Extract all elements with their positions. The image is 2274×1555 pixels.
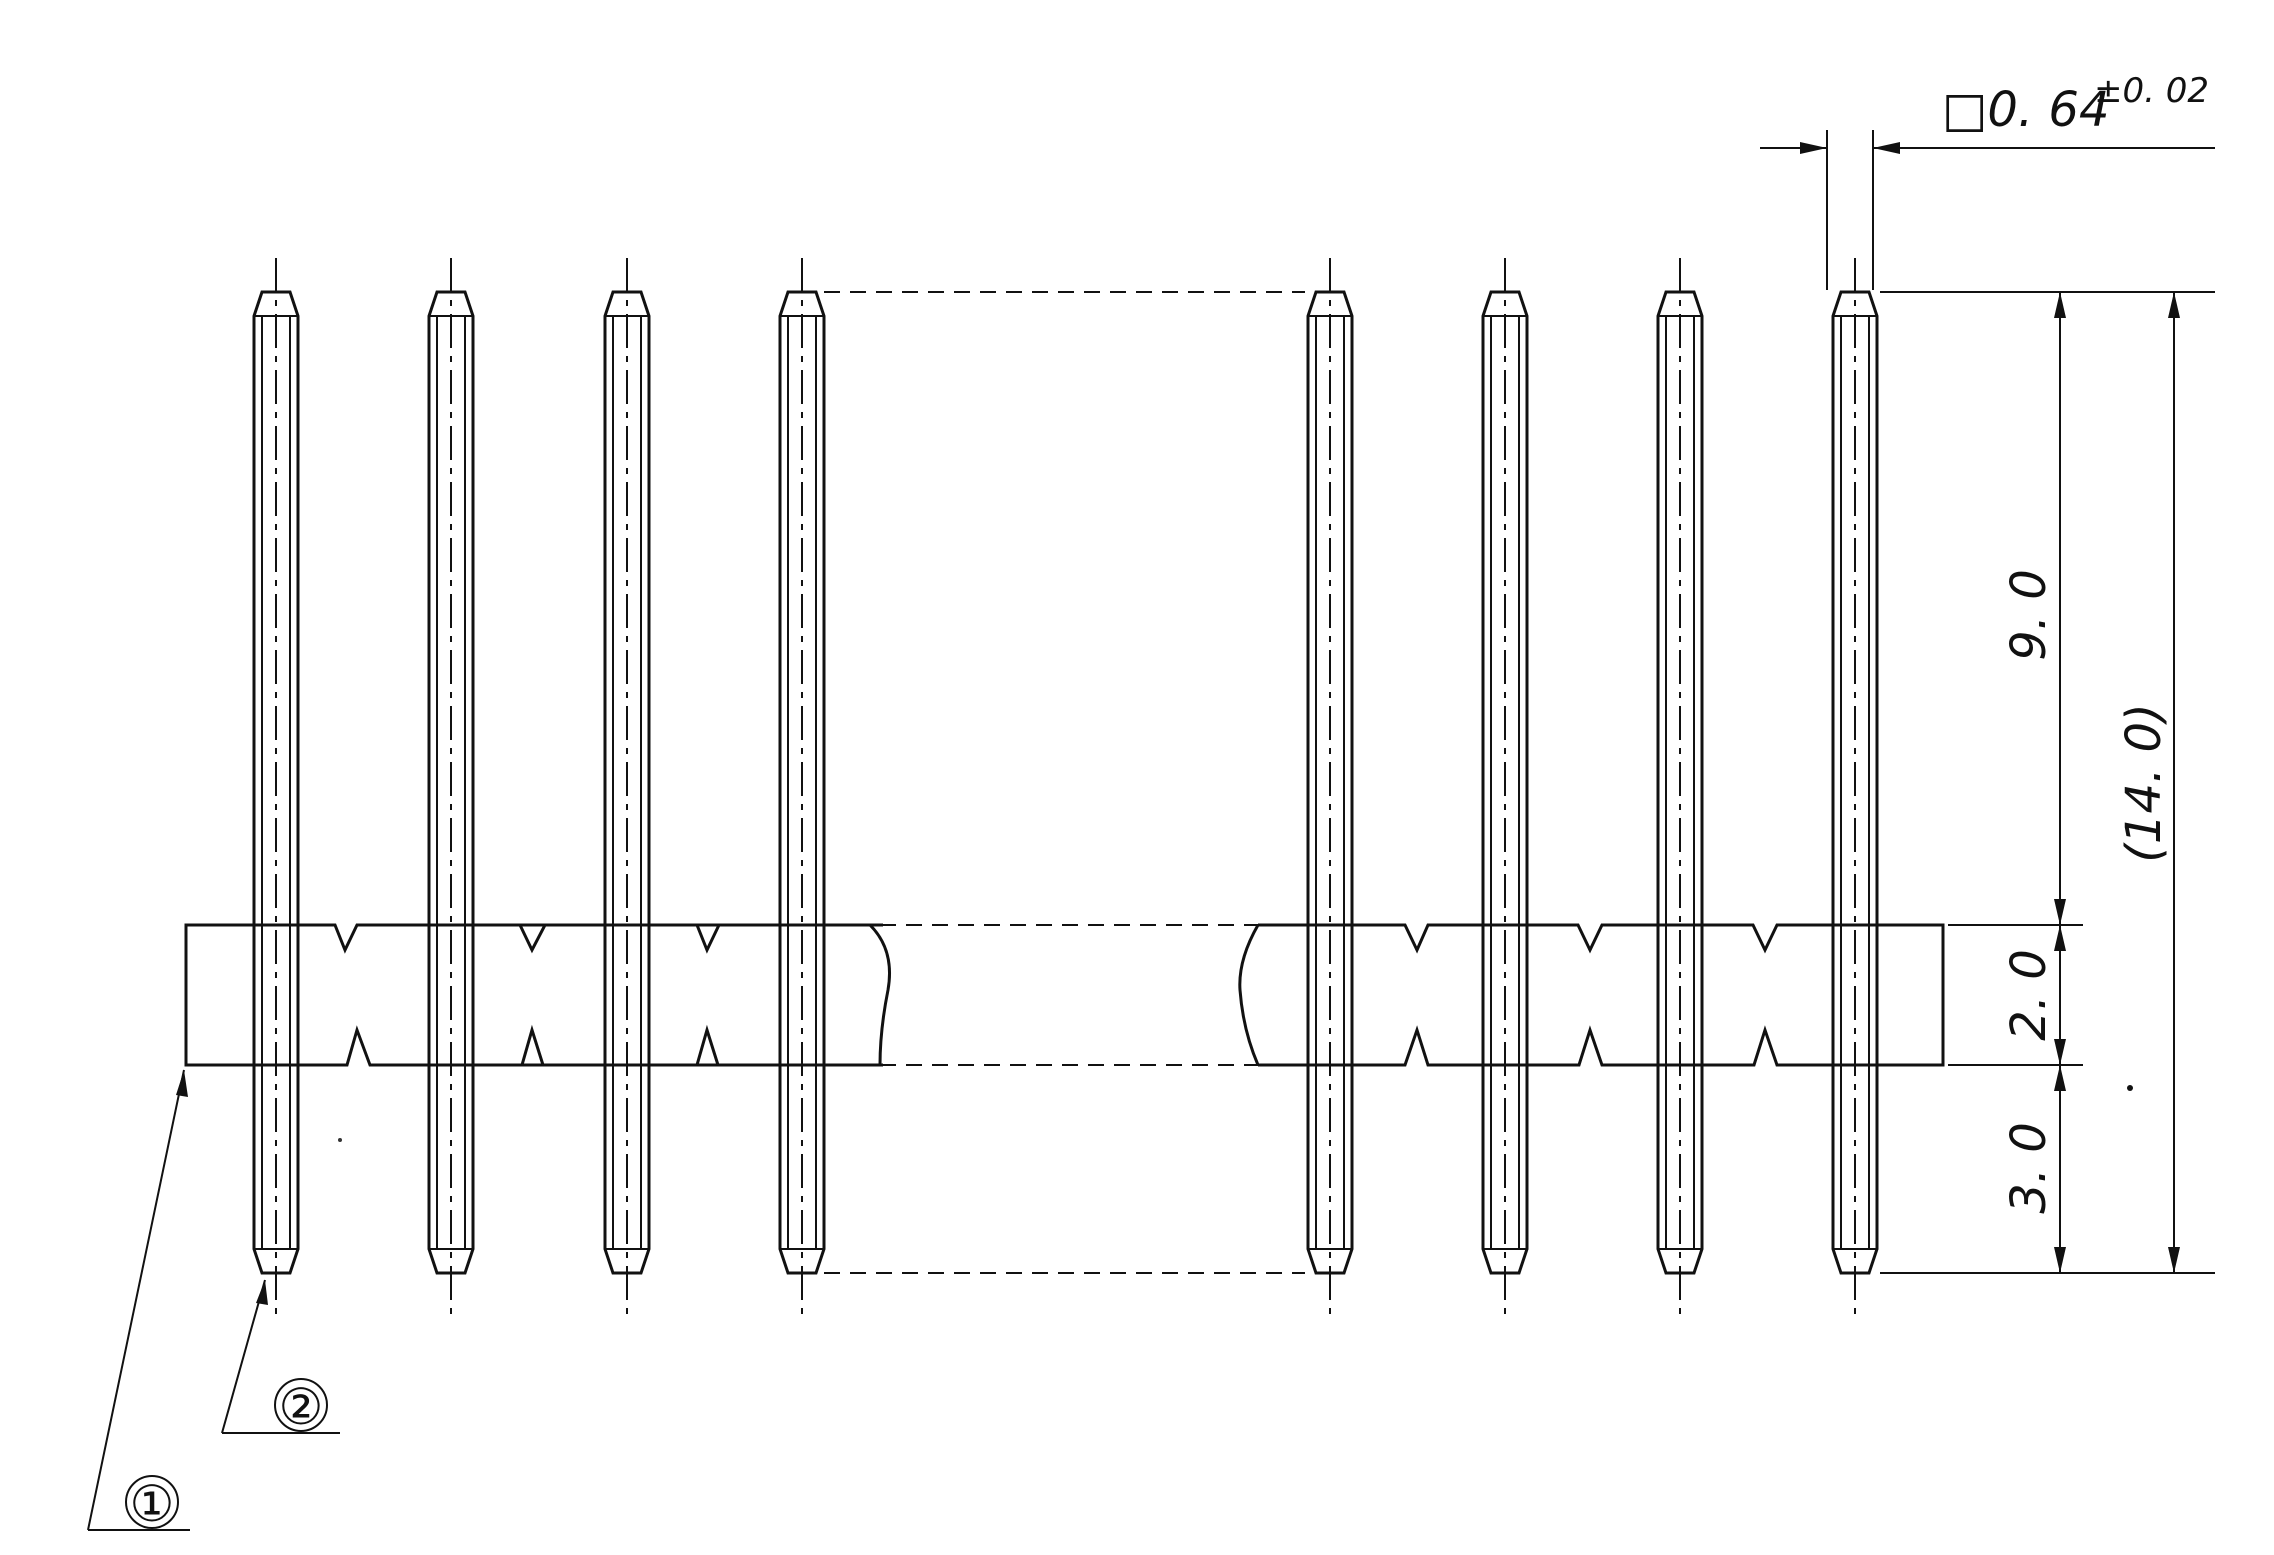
pin-5	[1306, 258, 1354, 1318]
housing-segment-left	[184, 923, 892, 1067]
pin-6	[1481, 258, 1529, 1318]
pin-1	[252, 258, 300, 1318]
scan-speck	[338, 1138, 342, 1142]
pin-section-dimension: □0. 64 ±0. 02	[1760, 71, 2215, 290]
pin-3	[603, 258, 651, 1318]
pin-outline	[1656, 290, 1704, 1275]
housing-segment-right	[1238, 923, 1945, 1067]
pin-7	[1656, 258, 1704, 1318]
pin-outline	[1831, 290, 1879, 1275]
pin-outline	[427, 290, 475, 1275]
pin-section-label: □0. 64	[1942, 82, 2109, 138]
vertical-dimensions: 9. 0 (14. 0) 2. 0 3. 0	[1880, 291, 2215, 1274]
callout-housing: ①	[87, 1069, 190, 1533]
total-length-label: (14. 0)	[2116, 703, 2172, 863]
lower-length-label: 3. 0	[2001, 1122, 2057, 1214]
pin-outline	[252, 290, 300, 1275]
pin-outline	[778, 290, 826, 1275]
pin-8	[1831, 258, 1879, 1318]
pin-outline	[1481, 290, 1529, 1275]
housing-break-dashes	[880, 924, 1258, 1066]
pin-section-tolerance: ±0. 02	[2094, 71, 2209, 111]
pins-group	[252, 258, 1879, 1318]
upper-length-label: 9. 0	[2001, 569, 2057, 661]
callout-housing-number: ①	[130, 1475, 175, 1533]
pin-2	[427, 258, 475, 1318]
housing-height-label: 2. 0	[2001, 949, 2057, 1041]
callout-pin-number: ②	[279, 1378, 324, 1436]
pin-outline	[603, 290, 651, 1275]
callout-pin: ②	[221, 1279, 340, 1436]
pin-outline	[1306, 290, 1354, 1275]
scan-speck	[2127, 1085, 2133, 1091]
pin-4	[778, 258, 826, 1318]
